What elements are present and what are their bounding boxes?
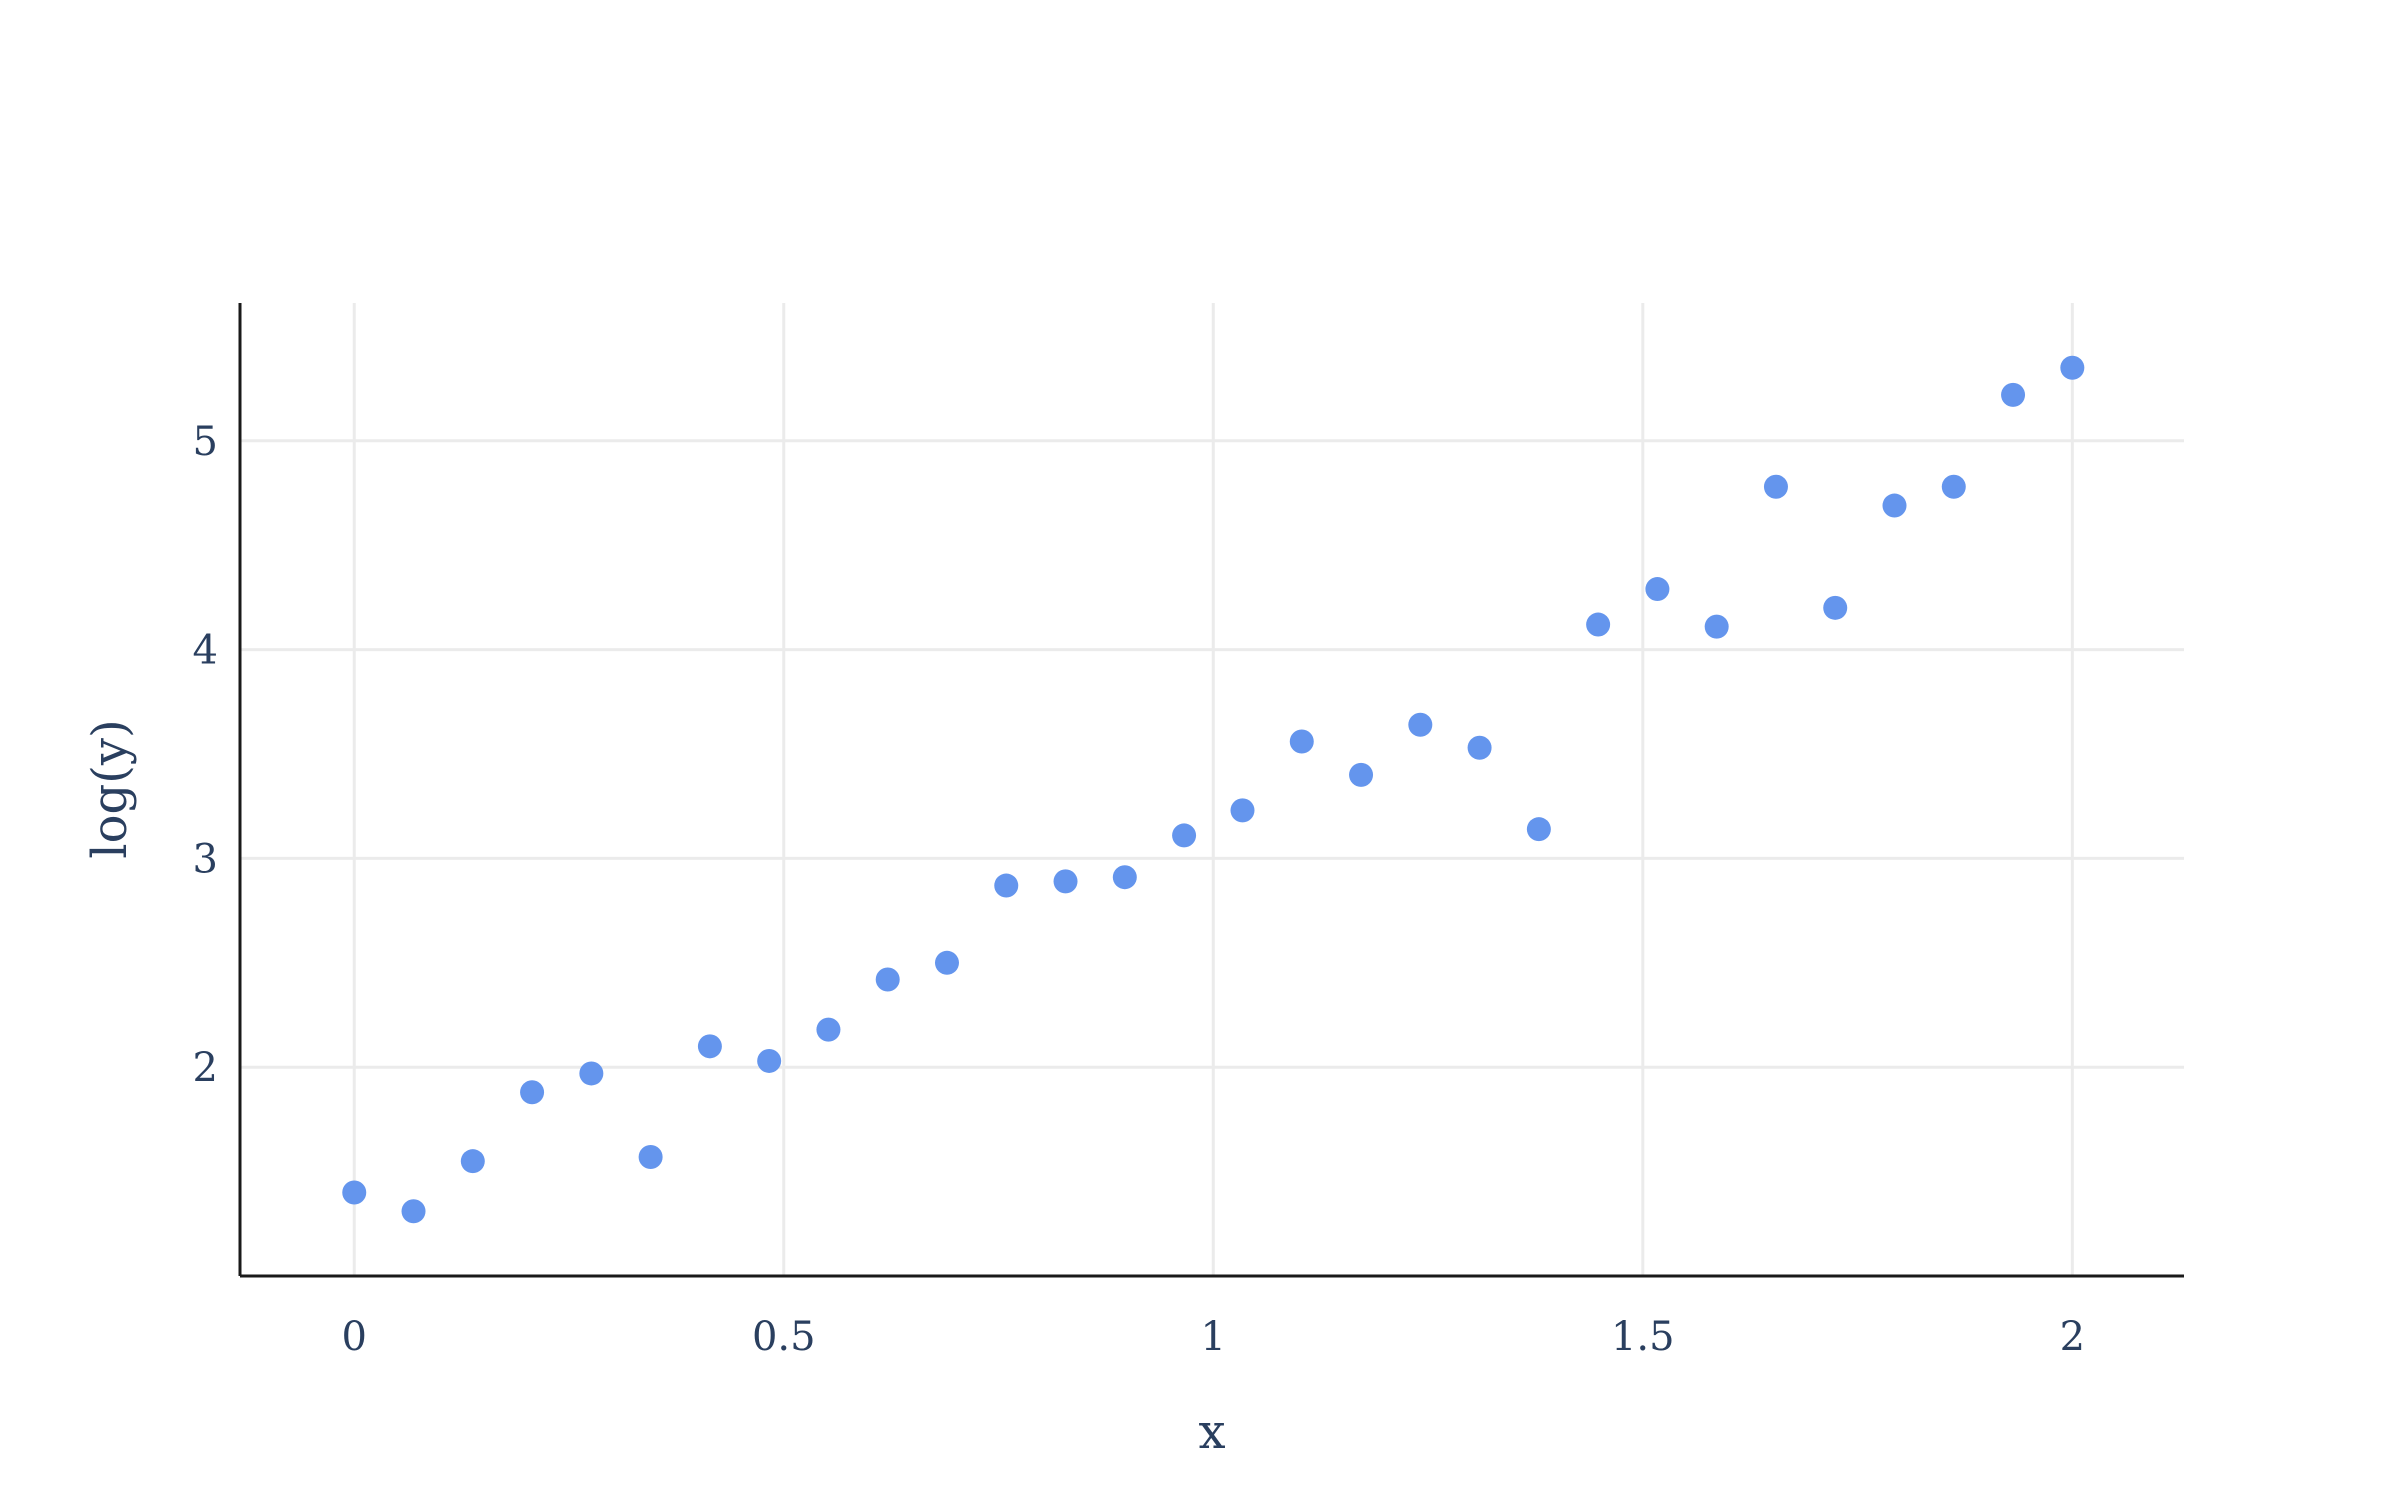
data-point [1053,869,1078,894]
y-tick-label: 3 [193,836,218,882]
y-tick-label: 2 [193,1045,218,1091]
data-point [1349,762,1374,787]
x-axis-title: x [1198,1404,1225,1460]
data-point [401,1199,426,1224]
data-point [994,873,1019,898]
data-point [520,1080,545,1105]
data-point [1941,474,1966,499]
data-point [1882,493,1907,518]
grid [240,303,2184,1276]
data-point [1112,865,1137,890]
data-points [342,355,2085,1224]
x-tick-labels: 0 0.5 1 1.5 2 [342,1314,2086,1360]
y-tick-label: 4 [193,628,218,674]
data-point [1823,595,1848,620]
y-axis-title: log(y) [82,719,138,859]
data-point [1172,823,1197,848]
data-point [342,1180,367,1205]
y-tick-label: 5 [193,419,218,465]
axes [238,303,2184,1278]
data-point [1645,577,1670,602]
x-tick-label: 2 [2060,1314,2085,1360]
data-point [1763,474,1788,499]
data-point [816,1017,841,1042]
data-point [2060,355,2085,380]
data-point [2001,382,2026,407]
data-point [757,1048,782,1073]
x-tick-label: 1 [1201,1314,1226,1360]
data-point [875,967,900,992]
data-point [1526,817,1551,842]
y-tick-labels: 2 3 4 5 [193,419,218,1091]
data-point [934,950,959,975]
data-point [697,1034,722,1059]
data-point [1586,612,1611,637]
x-tick-label: 0 [342,1314,367,1360]
data-point [1467,735,1492,760]
data-point [579,1061,604,1086]
data-point [1230,798,1255,823]
data-point [638,1144,663,1169]
data-point [460,1149,485,1174]
x-tick-label: 1.5 [1611,1314,1675,1360]
data-point [1289,729,1314,754]
data-point [1408,712,1433,737]
data-point [1704,614,1729,639]
x-tick-label: 0.5 [752,1314,816,1360]
